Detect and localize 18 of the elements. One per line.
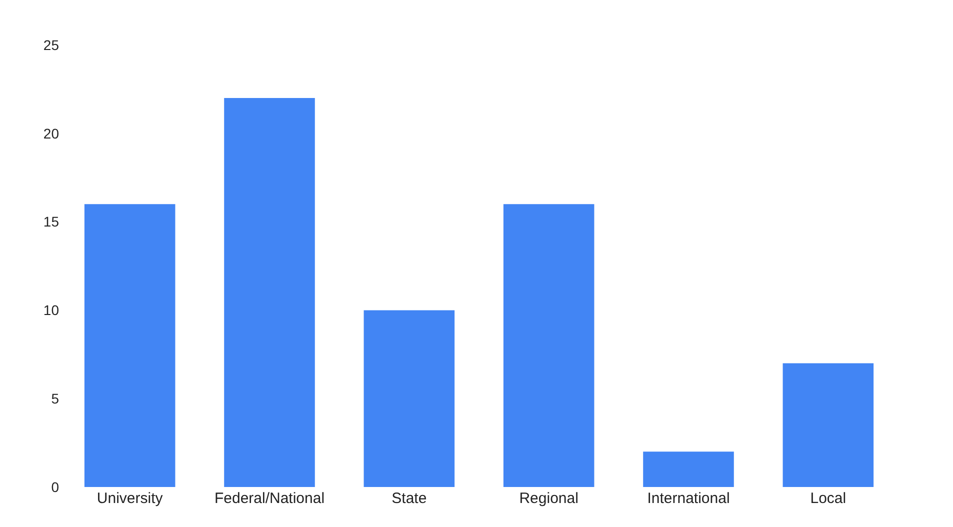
bar xyxy=(224,98,315,487)
y-tick-label: 20 xyxy=(43,125,60,142)
x-tick-label: Federal/National xyxy=(214,490,325,507)
bar xyxy=(503,204,594,487)
y-tick-label: 0 xyxy=(51,478,60,495)
x-tick-label: University xyxy=(96,490,164,507)
y-tick-label: 10 xyxy=(43,302,60,318)
bar xyxy=(782,363,874,487)
x-tick-label: State xyxy=(392,490,427,507)
y-tick-label: 5 xyxy=(51,390,60,406)
y-tick-label: 15 xyxy=(43,214,60,230)
bar xyxy=(643,452,734,487)
bar xyxy=(84,204,176,487)
x-tick-label: International xyxy=(647,490,730,507)
x-tick-label: Local xyxy=(810,490,846,507)
bar xyxy=(364,310,455,487)
y-tick-label: 25 xyxy=(43,36,60,53)
x-tick-label: Regional xyxy=(519,490,578,507)
